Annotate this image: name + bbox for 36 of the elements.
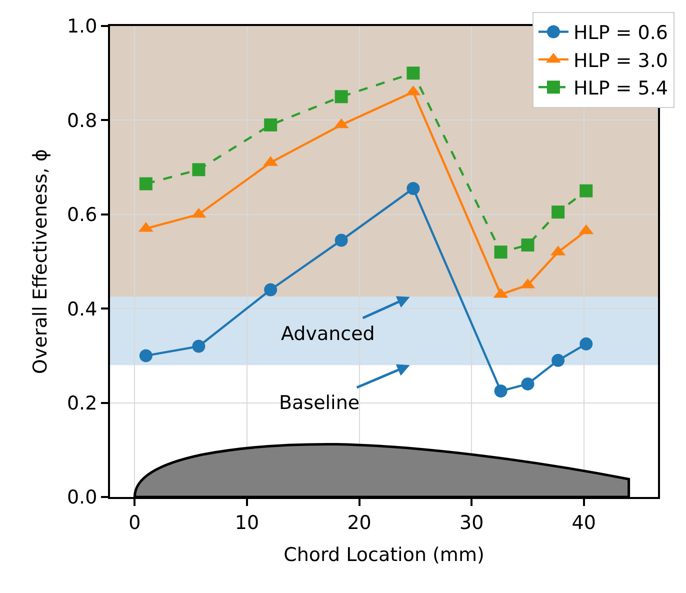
x-tick-label: 20 [347, 512, 372, 534]
point [552, 206, 565, 219]
y-tick-label: 0.6 [66, 204, 98, 226]
point [139, 177, 152, 190]
point [139, 349, 152, 362]
y-tick-label: 0.8 [66, 110, 98, 132]
x-tick-label: 30 [459, 512, 484, 534]
x-tick-label: 40 [572, 512, 596, 534]
point [334, 90, 348, 104]
annotation: Baseline [279, 392, 360, 414]
y-tick-label: 0.4 [66, 298, 98, 320]
x-tick-label: 10 [234, 512, 260, 534]
point [494, 384, 508, 398]
y-tick-label: 0.0 [66, 486, 98, 509]
point [406, 66, 420, 80]
y-tick-label: 0.2 [66, 392, 98, 414]
point [580, 337, 593, 350]
legend-label: HLP = 0.6 [573, 22, 668, 44]
x-axis-title: Chord Location (mm) [284, 544, 484, 566]
annotation: Advanced [281, 323, 375, 345]
legend-label: HLP = 5.4 [573, 78, 668, 100]
point [552, 354, 565, 367]
point [406, 182, 420, 195]
point [192, 340, 206, 353]
point [264, 118, 278, 132]
point [192, 163, 206, 176]
point [264, 283, 278, 296]
point [334, 234, 348, 247]
point [521, 238, 534, 252]
point [580, 184, 593, 198]
point [494, 246, 508, 259]
point [521, 377, 534, 390]
x-tick-label: 0 [128, 512, 141, 534]
legend-label: HLP = 3.0 [573, 50, 668, 72]
y-tick-label: 1.0 [66, 16, 98, 38]
y-axis-title: Overall Effectiveness, ϕ [29, 149, 52, 374]
